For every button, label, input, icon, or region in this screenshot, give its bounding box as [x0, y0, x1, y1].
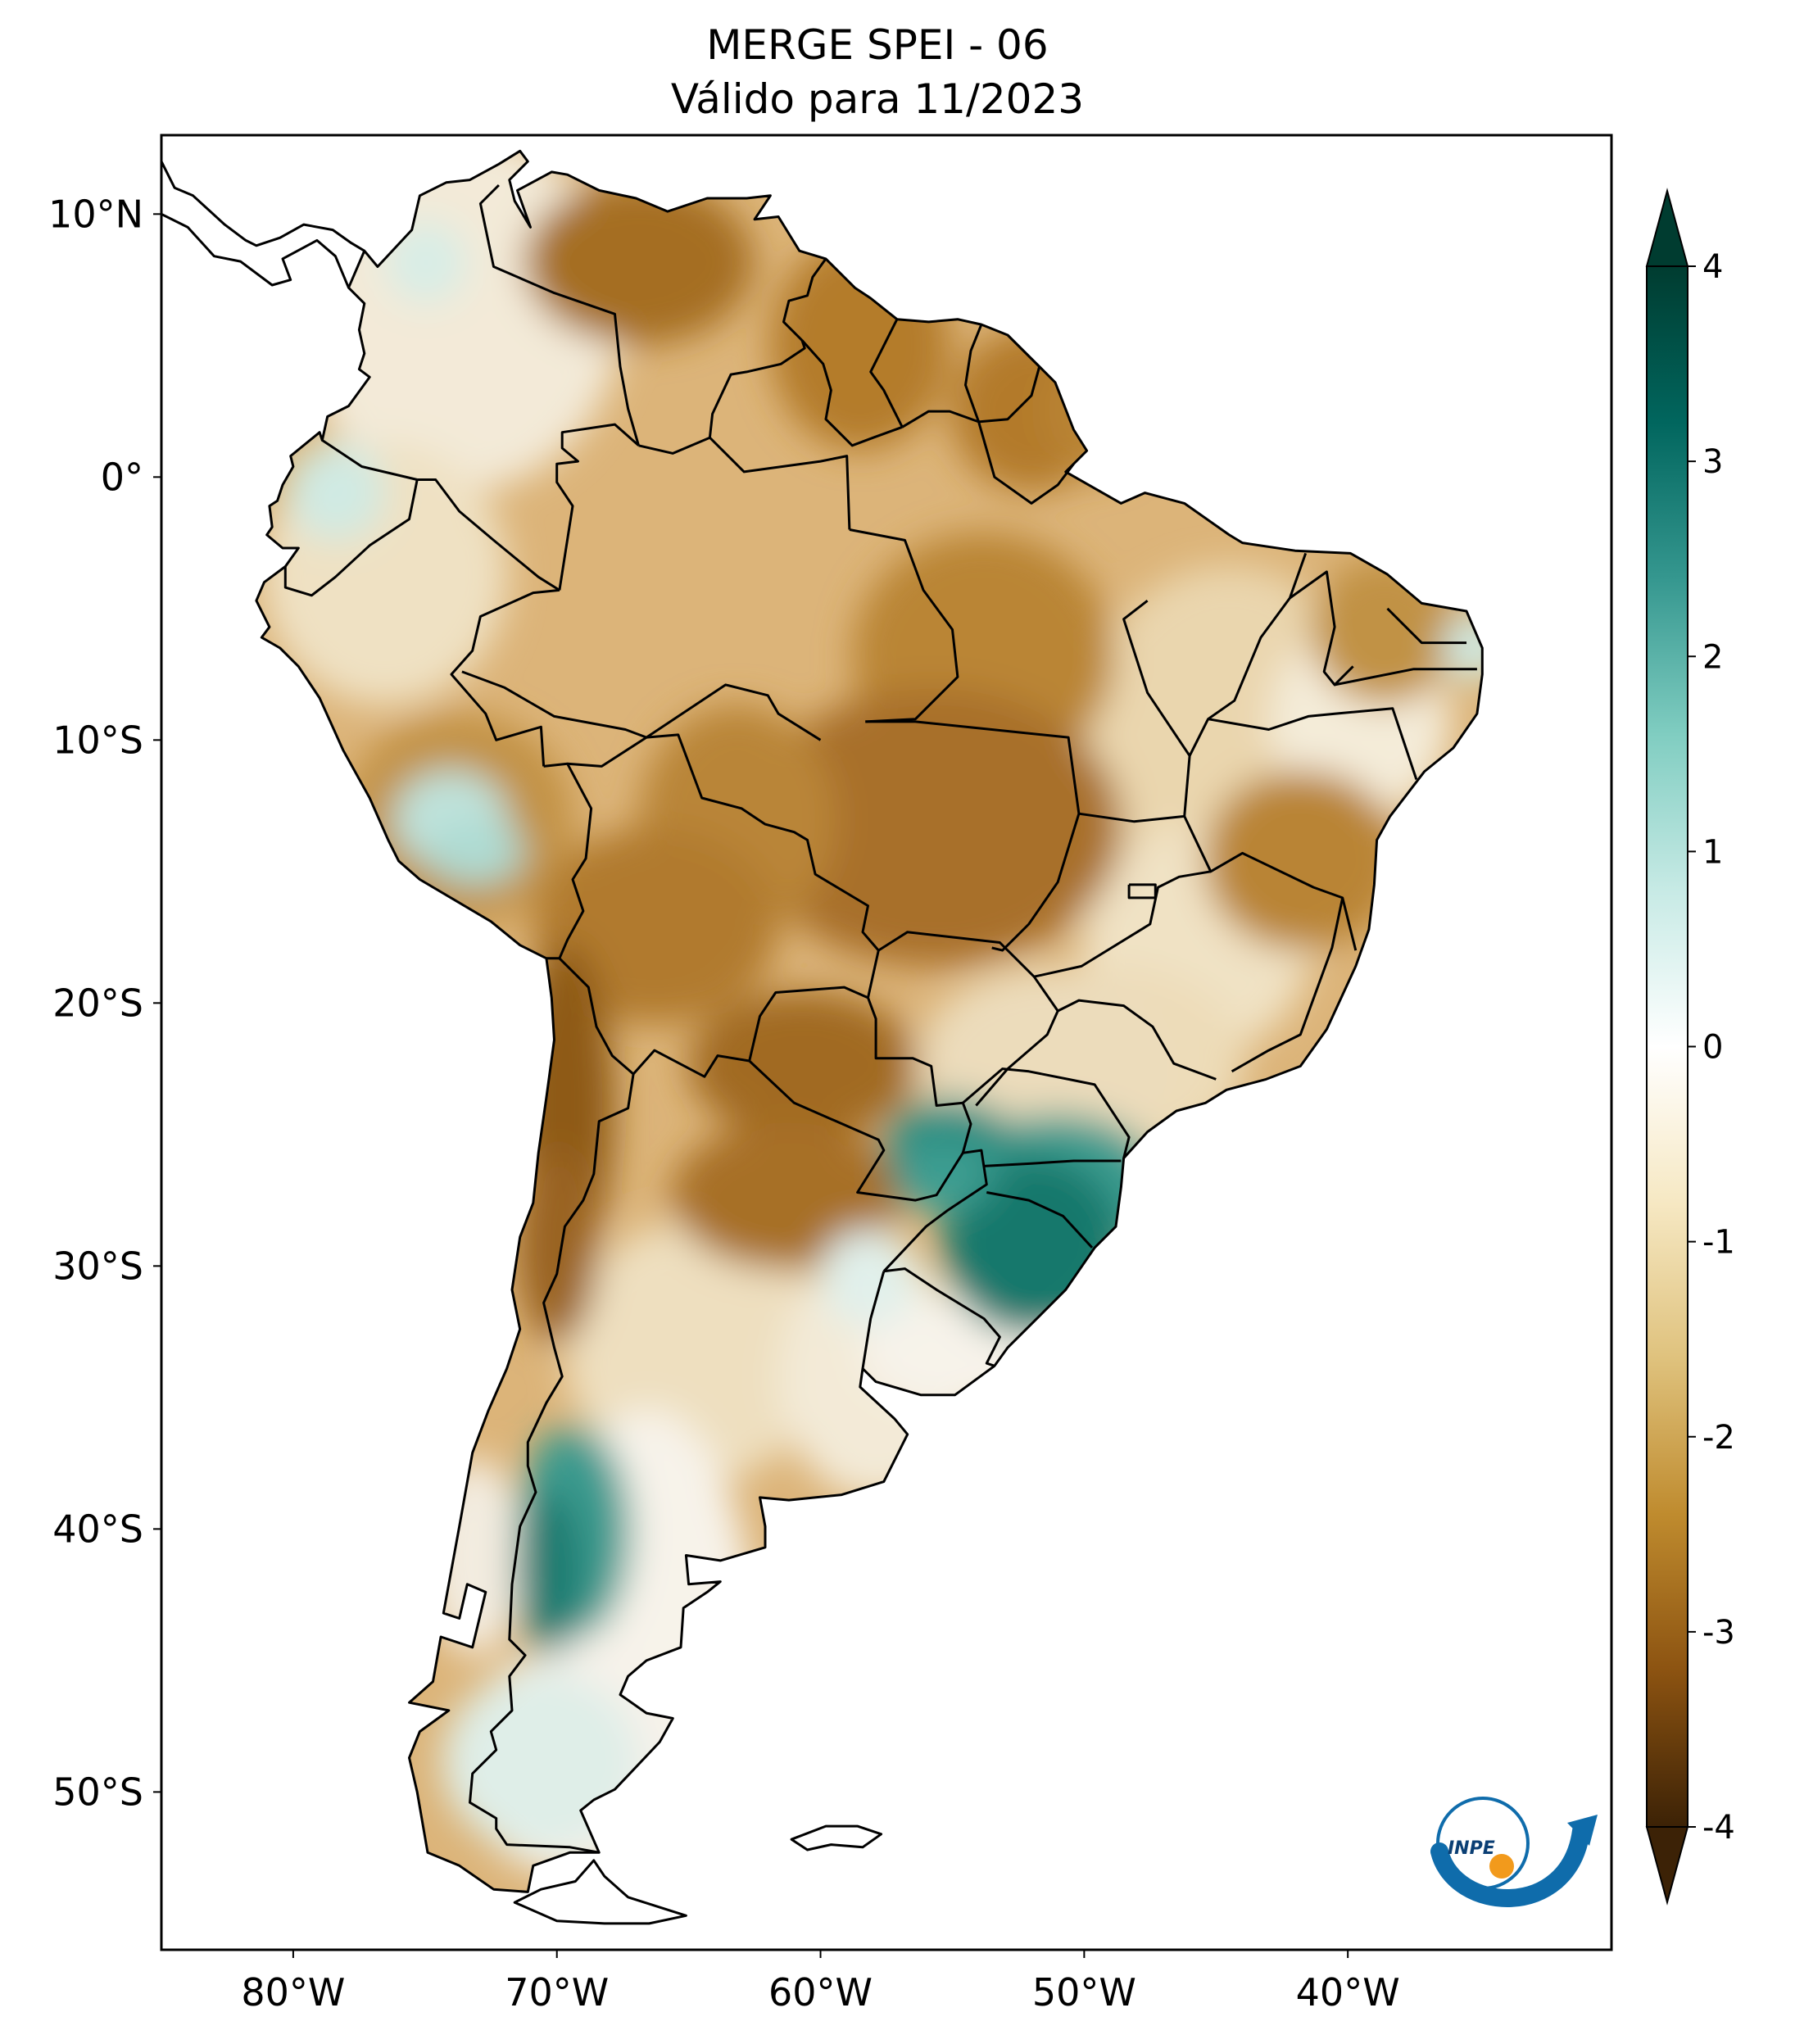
border-state-ap-pa: [977, 421, 1075, 505]
colorbar-tick-label: -3: [1702, 1614, 1735, 1652]
lat-tick-label: 0°: [101, 455, 143, 499]
border-state-ba: [1183, 815, 1358, 951]
central-america-coast-south: [161, 212, 350, 288]
border-uruguay-brazil: [883, 1267, 1001, 1367]
map-frame: [160, 134, 1613, 1951]
lat-tick-label: 50°S: [52, 1770, 143, 1814]
lat-tick-label: 30°S: [52, 1244, 143, 1288]
lon-tick-label: 70°W: [505, 1970, 609, 2015]
land-shading: [256, 151, 1483, 1892]
inpe-logo-dot-icon: [1489, 1854, 1514, 1879]
lon-tick-label: 50°W: [1032, 1970, 1136, 2015]
colorbar-tick-label: 0: [1702, 1029, 1723, 1067]
colorbar-tick-label: -1: [1702, 1224, 1735, 1262]
map-subtitle: Válido para 11/2023: [671, 75, 1084, 123]
border-guiana-brazil: [978, 366, 1041, 424]
border-peru-brazil: [450, 588, 560, 767]
lat-tick-label: 40°S: [52, 1507, 143, 1551]
border-venezuela-brazil: [638, 339, 806, 455]
border-state-mt: [865, 720, 1081, 952]
border-state-sc: [984, 1159, 1122, 1167]
colorbar-tick-label: -4: [1702, 1809, 1735, 1847]
border-state-ms: [877, 931, 1059, 1107]
colorbar-extend-min: [1645, 1826, 1689, 1906]
colorbar: 4 3 2 1 0 -1 -2 -3 -4: [1645, 188, 1735, 1906]
border-bolivia-chile: [558, 957, 635, 1076]
lon-tick-label: 40°W: [1296, 1970, 1400, 2015]
border-state-am-rr: [709, 437, 851, 530]
border-colombia-peru: [417, 478, 560, 591]
lon-tick-label: 60°W: [768, 1970, 873, 2015]
map-area: 10°N 0° 10°S 20°S 30°S 40°S 50°S 80°W 70°W 60°W 5…: [48, 134, 1613, 2015]
border-state-mg-sp: [1057, 999, 1217, 1081]
colorbar-tick-label: 4: [1702, 248, 1723, 286]
border-peru-bolivia: [543, 762, 593, 960]
border-bolivia-paraguay: [748, 986, 869, 1062]
border-state-mg-go: [1033, 870, 1212, 978]
border-brazil-bolivia: [567, 733, 880, 999]
colorbar-extend-max: [1645, 188, 1689, 267]
border-colombia-brazil: [555, 423, 640, 591]
border-state-rn: [1386, 607, 1466, 645]
border-chile-argentina: [469, 1073, 635, 1854]
border-state-mg-es-rj: [1231, 897, 1344, 1073]
colorbar-tick-label: 2: [1702, 638, 1723, 676]
border-state-ma-pi: [1188, 552, 1308, 757]
map-title: MERGE SPEI - 06: [706, 21, 1048, 69]
colorbar-tick-label: 3: [1702, 443, 1723, 481]
central-america-coast: [161, 161, 365, 252]
border-suriname-guiana: [964, 324, 983, 423]
border-argentina-brazil: [882, 1149, 988, 1272]
border-state-pr: [962, 1067, 1131, 1159]
border-uruguay-argentina: [861, 1271, 886, 1369]
border-state-pe-pb-rn: [1334, 668, 1477, 687]
border-guyana-suriname: [869, 319, 904, 428]
border-colombia-venezuela: [478, 184, 640, 446]
border-state-am-ro-ac: [461, 670, 822, 741]
tierra-del-fuego: [513, 1859, 687, 1925]
longitude-axis: 80°W 70°W 60°W 50°W 40°W: [241, 1950, 1400, 2015]
border-bolivia-argentina: [632, 1049, 750, 1078]
colorbar-gradient: [1646, 265, 1688, 1828]
inpe-logo-text: INPE: [1448, 1838, 1495, 1859]
border-state-am-pa: [849, 528, 959, 723]
falkland-islands: [790, 1824, 883, 1851]
border-state-pi-ce: [1289, 570, 1354, 687]
colorbar-tick-label: 1: [1702, 833, 1723, 871]
lon-tick-label: 80°W: [241, 1970, 345, 2015]
latitude-axis: 10°N 0° 10°S 20°S 30°S 40°S 50°S: [48, 192, 161, 1814]
border-ecuador-peru: [283, 479, 419, 597]
border-state-df: [1127, 883, 1157, 900]
border-state-rs: [986, 1191, 1094, 1249]
coastline: [255, 149, 1484, 1893]
inpe-logo: INPE: [1430, 1797, 1598, 1907]
border-suriname-brazil: [901, 410, 980, 428]
lat-tick-label: 20°S: [52, 981, 143, 1025]
border-guyana-brazil: [800, 339, 903, 447]
lat-tick-label: 10°N: [48, 192, 143, 236]
border-paraguay-brazil: [867, 997, 972, 1153]
colorbar-tick-label: -2: [1702, 1419, 1735, 1457]
country-borders: [161, 149, 1484, 1925]
border-state-ba-north: [1208, 707, 1418, 780]
border-paraguay-argentina: [748, 1059, 964, 1202]
lat-tick-label: 10°S: [52, 718, 143, 762]
border-colombia-ecuador: [321, 439, 418, 481]
border-venezuela-guyana: [782, 258, 827, 342]
